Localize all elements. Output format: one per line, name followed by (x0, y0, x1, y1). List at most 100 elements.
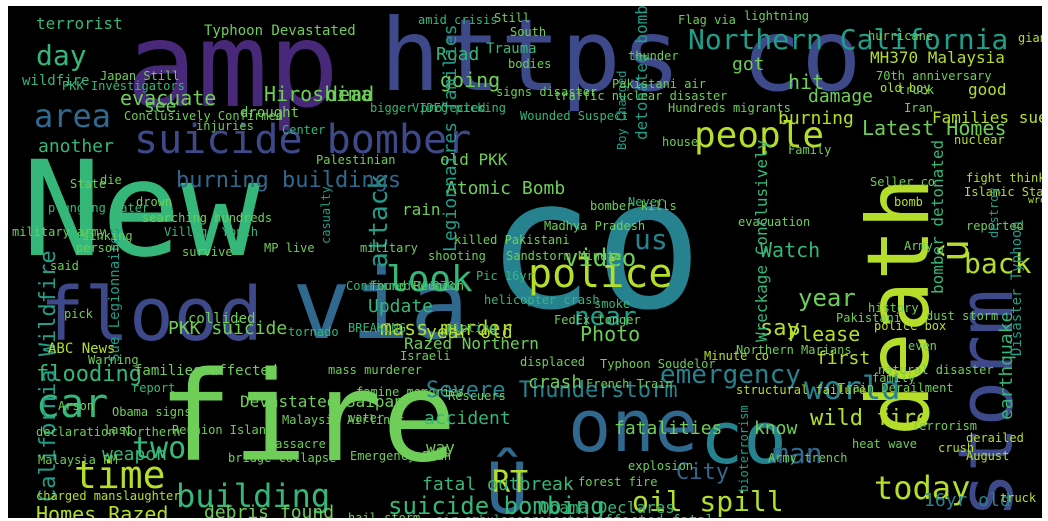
word-wreck: wreck (1028, 195, 1042, 206)
word-drown: drown (136, 195, 173, 209)
word-charged-manslaughter: charged manslaughter (36, 489, 181, 503)
word-area: area (34, 97, 112, 135)
word-homes-razed: Homes Razed (36, 502, 169, 518)
word-reported: reported (966, 219, 1024, 233)
word-update: Update (368, 296, 434, 317)
word-fire: fire (158, 346, 457, 490)
word-detonated-bomb: detonated bomb (632, 6, 651, 140)
word-photo: Photo (580, 322, 641, 346)
word-trauma: Trauma (486, 41, 537, 57)
word-oil-spill: oil spill (632, 485, 784, 518)
word-fight-think: fight think (966, 171, 1042, 185)
word-amid-crisis: amid crisis (418, 13, 498, 27)
word-people: people (694, 115, 825, 156)
word-derailed: derailed (966, 431, 1024, 445)
word-confirmed-mh370: Confirmed MH370 (346, 279, 455, 293)
word-wounded-suspect: Wounded Suspect (520, 109, 629, 123)
word-families-sue: Families sue (932, 108, 1042, 127)
word-severe-thunderstorm: Severe Thunderstorm (426, 378, 678, 403)
word-wildfire: wildfire (22, 73, 90, 89)
word-military-army: military army (12, 225, 106, 239)
word-flooding: flooding (36, 362, 142, 387)
word-typhoon-soudelor: Typhoon Soudelor (600, 357, 716, 371)
word-please: Please (788, 322, 861, 346)
word-obama-declares: Obama Declares (540, 498, 675, 517)
word-another: another (38, 136, 114, 157)
word-mass-murder: mass murder (380, 316, 513, 340)
word-sinking: sinking (82, 229, 133, 243)
word-building: building (176, 477, 331, 515)
word-south: South (510, 25, 547, 39)
word-arson: Arson (58, 399, 95, 413)
word-disaster-typhoon: Disaster Typhoon (1009, 221, 1025, 356)
word-israeli: Israeli (400, 349, 451, 363)
word-dead: dead (326, 82, 375, 106)
word-latest-homes: Latest Homes (862, 116, 1007, 140)
word-die: die (100, 173, 122, 187)
word-crush: crush (938, 441, 975, 455)
word-malaysia-airlines: Malaysia Airlines (282, 413, 405, 427)
word-pakistani: Pakistani (836, 311, 902, 325)
word-train-derailment: Train Derailment (838, 381, 954, 395)
word-rain: rain (402, 200, 441, 219)
word-still: Still (494, 11, 531, 25)
word-helicopter-crash: helicopter crash (484, 293, 600, 307)
word-16yr-old: 16yr old (924, 490, 1011, 511)
word-hit: hit (788, 70, 825, 94)
word-terrorist: terrorist (36, 14, 123, 33)
word-weapon: weapon (102, 444, 168, 465)
word-seller-co: Seller co (870, 175, 936, 189)
word-bodies: bodies (508, 57, 552, 71)
word-look: look (386, 259, 473, 300)
word-drought: drought (240, 105, 300, 121)
word-police: police (528, 251, 673, 297)
word-https-co: https co (380, 6, 862, 114)
word-person: person (76, 241, 120, 255)
word-rioting: rioting (446, 321, 497, 335)
word-bigger-projected: bigger projected (370, 101, 486, 115)
word-natural-disaster: natural disaster (878, 363, 994, 377)
word-breaking: BREAKING (348, 321, 406, 335)
word-military: military (360, 241, 418, 255)
word-conclusively-confirmed: Conclusively Confirmed (124, 109, 283, 123)
word-searching-hundreds: searching hundreds (142, 211, 273, 225)
word-legionnaires-families: Legionnaires families (440, 24, 461, 252)
word-see: see (144, 96, 177, 117)
word-bomber-detonated: bomber detonated (928, 139, 947, 294)
word-way: way (426, 438, 455, 457)
word-malaysia-pm: Malaysia PM (38, 453, 118, 467)
word-obama-signs: Obama signs (112, 405, 192, 419)
word-flag-via: Flag via (678, 13, 736, 27)
word-video-picking: VIDEO picking (412, 101, 506, 115)
word-day: day (36, 39, 87, 72)
word-suicide-bombing: suicide bombing (388, 492, 605, 518)
word-emergency-plan: Emergency Plan (350, 449, 452, 463)
word-fatalities: fatalities (614, 418, 723, 439)
word-famine-memories: famine memories (356, 385, 465, 399)
word-rt: RT (492, 465, 529, 500)
word-mass-murderer: mass murderer (328, 363, 422, 377)
word-rescuers: Rescuers (448, 389, 506, 403)
word-signs-disaster: signs disaster (496, 85, 598, 99)
word-sandstorm-minute: Sandstorm Minute (506, 249, 622, 263)
word-iran: Iran (904, 101, 933, 115)
word-northern-california: Northern California (688, 23, 1009, 56)
word-bridge-collapse: bridge collapse (228, 451, 337, 465)
word-near: near (574, 302, 637, 332)
word-massacre: massacre (268, 437, 326, 451)
word-state: State (70, 177, 107, 191)
word-collided: collided (188, 311, 256, 327)
word-palestinian: Palestinian (316, 153, 396, 167)
word-declaration-northern: declaration Northern (36, 425, 181, 439)
word-atomic-bomb: Atomic Bomb (446, 178, 566, 199)
word-fatal-outbreak: fatal outbreak (422, 474, 574, 495)
word-terrorism: Terrorism (912, 419, 978, 433)
word-hiroshima: Hiroshima (264, 82, 373, 106)
word-shooting: shooting (428, 249, 486, 263)
word-lightning: lightning (744, 9, 810, 23)
word-army-trench: Army trench (768, 451, 848, 465)
word-truck: truck (898, 83, 935, 97)
word-razed-northern: Razed Northern (404, 334, 539, 353)
word-warning: Warning (88, 353, 139, 367)
word-center: Center (282, 123, 326, 137)
